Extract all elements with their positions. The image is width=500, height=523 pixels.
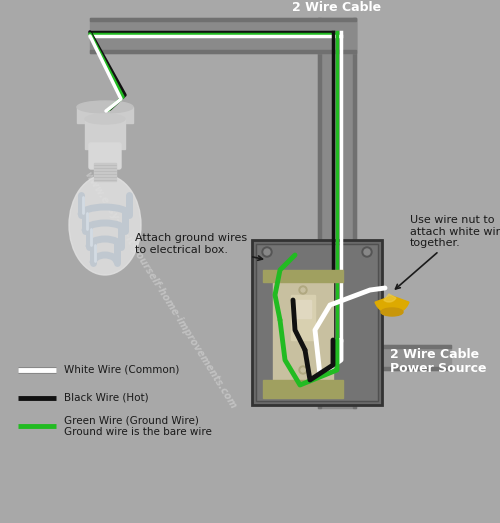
FancyBboxPatch shape — [89, 143, 121, 169]
Bar — [353, 18, 356, 408]
Text: 2 Wire Cable: 2 Wire Cable — [390, 348, 479, 361]
Bar — [94, 163, 116, 181]
Bar — [256, 244, 378, 401]
Circle shape — [301, 288, 305, 292]
Ellipse shape — [85, 114, 125, 124]
Bar — [318, 18, 356, 408]
Ellipse shape — [77, 101, 133, 113]
Text: Attach ground wires
to electrical box.: Attach ground wires to electrical box. — [135, 233, 262, 260]
Text: Use wire nut to
attach white wires
together.: Use wire nut to attach white wires toget… — [396, 215, 500, 289]
Bar — [77, 107, 133, 123]
Circle shape — [299, 366, 307, 374]
Circle shape — [362, 247, 372, 257]
Circle shape — [264, 249, 270, 255]
Bar — [273, 280, 333, 380]
Wedge shape — [375, 296, 409, 314]
Bar — [376, 345, 451, 348]
Circle shape — [299, 286, 307, 294]
Bar — [291, 295, 315, 340]
Bar — [376, 367, 451, 370]
Bar — [252, 240, 382, 405]
Text: Green Wire (Ground Wire)
Ground wire is the bare wire: Green Wire (Ground Wire) Ground wire is … — [64, 415, 212, 437]
Ellipse shape — [69, 175, 141, 275]
Text: White Wire (Common): White Wire (Common) — [64, 365, 180, 375]
Text: 2 Wire Cable: 2 Wire Cable — [292, 1, 382, 14]
Bar — [90, 18, 356, 53]
Wedge shape — [384, 294, 396, 302]
Ellipse shape — [381, 308, 403, 316]
Bar — [263, 380, 343, 398]
Text: Black Wire (Hot): Black Wire (Hot) — [64, 393, 148, 403]
Bar — [295, 300, 311, 318]
Bar — [263, 270, 343, 282]
Text: Power Source: Power Source — [390, 361, 486, 374]
Circle shape — [262, 247, 272, 257]
Text: www.easy-do-it-yourself-home-improvements.com: www.easy-do-it-yourself-home-improvement… — [82, 169, 238, 411]
Bar — [90, 50, 356, 53]
Circle shape — [301, 368, 305, 372]
Circle shape — [364, 249, 370, 255]
Bar — [376, 345, 451, 370]
Bar — [90, 18, 356, 21]
Bar — [318, 18, 321, 408]
Bar — [85, 119, 125, 149]
